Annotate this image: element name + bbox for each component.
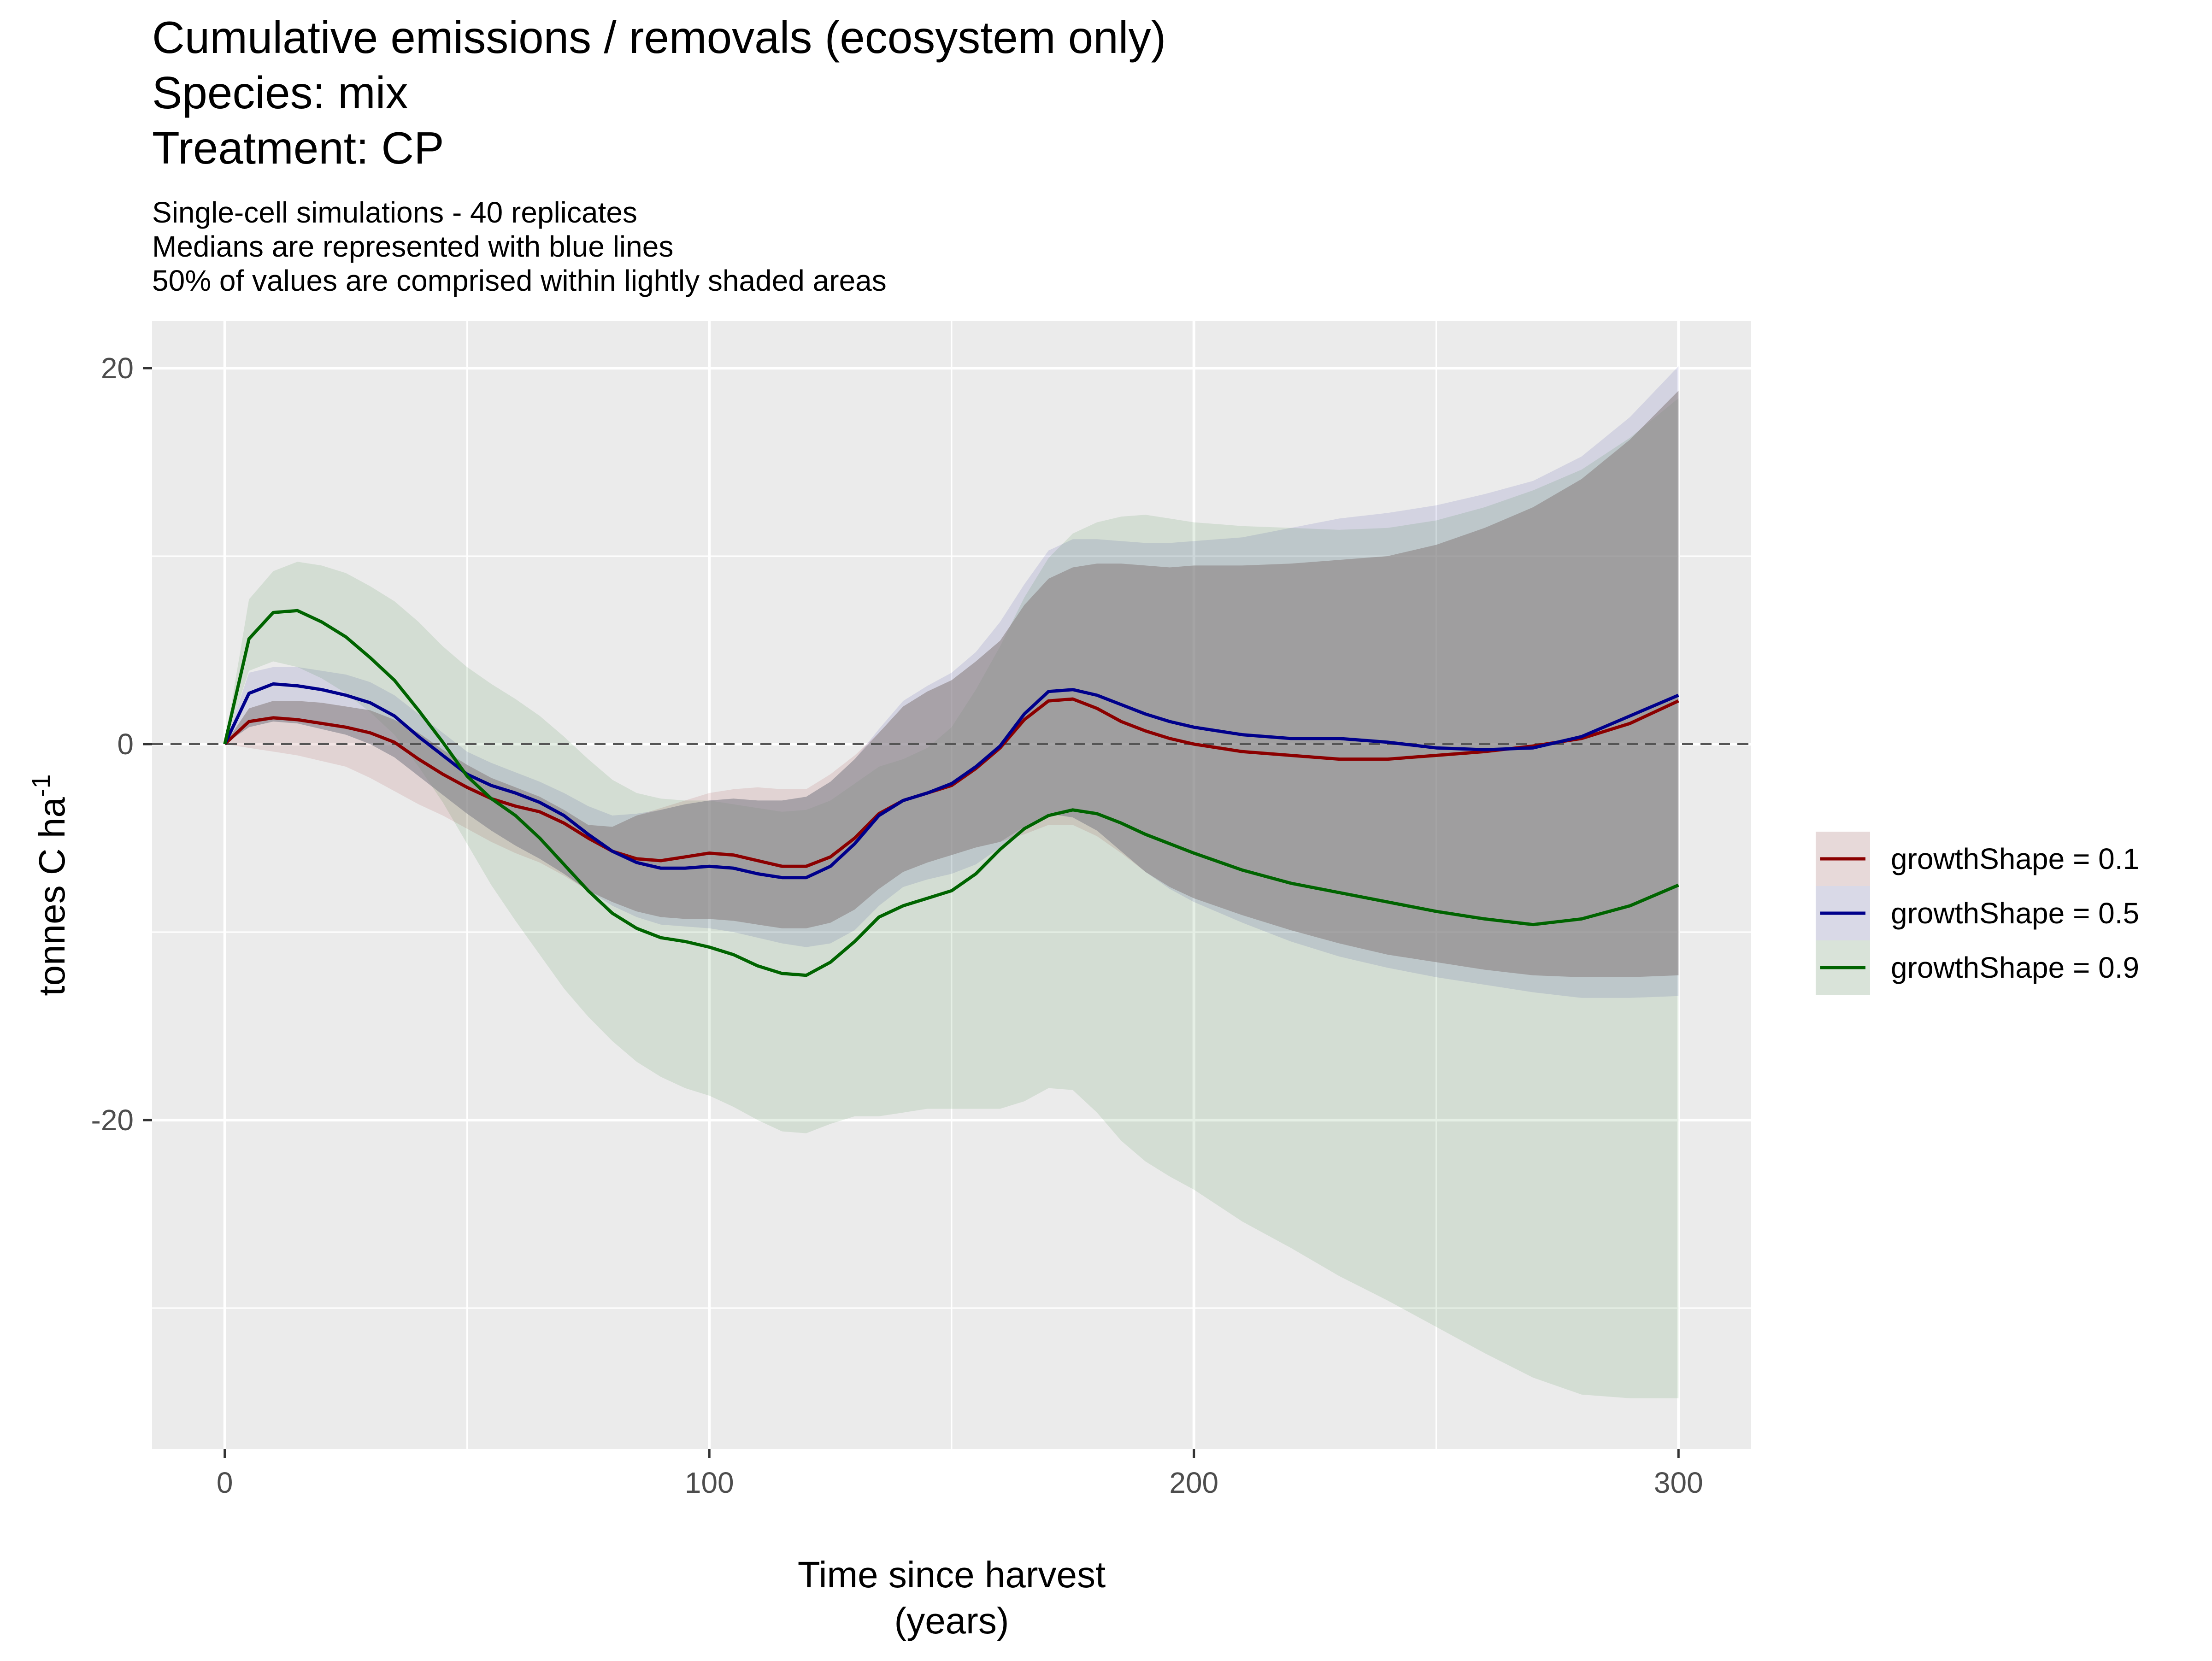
interquartile-bands xyxy=(224,366,1679,1398)
legend-label: growthShape = 0.1 xyxy=(1891,842,2139,875)
x-tick-label: 200 xyxy=(1169,1466,1218,1499)
x-tick-label: 0 xyxy=(217,1466,233,1499)
legend-label: growthShape = 0.9 xyxy=(1891,951,2139,984)
legend-label: growthShape = 0.5 xyxy=(1891,897,2139,930)
x-tick-label: 300 xyxy=(1654,1466,1703,1499)
median-line-series-2 xyxy=(223,682,1679,880)
y-axis-title-exponent: -1 xyxy=(26,774,55,797)
chart-title-line-2: Species: mix xyxy=(152,67,408,118)
x-axis-title-line-2: (years) xyxy=(894,1600,1009,1641)
x-tick-label: 100 xyxy=(685,1466,734,1499)
chart-subtitle-line-3: 50% of values are comprised within light… xyxy=(152,264,887,297)
iqr-band-overlap xyxy=(224,391,1679,977)
chart-title-line-3: Treatment: CP xyxy=(152,123,444,173)
chart-subtitle-line-1: Single-cell simulations - 40 replicates xyxy=(152,196,637,229)
legend: growthShape = 0.1 growthShape = 0.5 growth… xyxy=(1816,832,2139,995)
svg-text:tonnes C ha-1: tonnes C ha-1 xyxy=(26,774,72,996)
axes: 0 100 200 300 -20 0 20 xyxy=(91,352,1703,1499)
median-line-series-1 xyxy=(224,697,1679,868)
median-line-series-3 xyxy=(223,609,1679,977)
y-tick-label: 0 xyxy=(117,728,134,761)
y-axis-title-main: tonnes C ha xyxy=(31,797,72,996)
y-tick-label: 20 xyxy=(101,352,134,385)
x-axis-title-line-1: Time since harvest xyxy=(798,1554,1106,1595)
chart-subtitle-line-2: Medians are represented with blue lines xyxy=(152,230,673,263)
median-lines xyxy=(223,609,1679,977)
y-axis-title: tonnes C ha-1 xyxy=(26,774,72,996)
chart-title-line-1: Cumulative emissions / removals (ecosyst… xyxy=(152,12,1166,63)
y-tick-label: -20 xyxy=(91,1103,134,1137)
